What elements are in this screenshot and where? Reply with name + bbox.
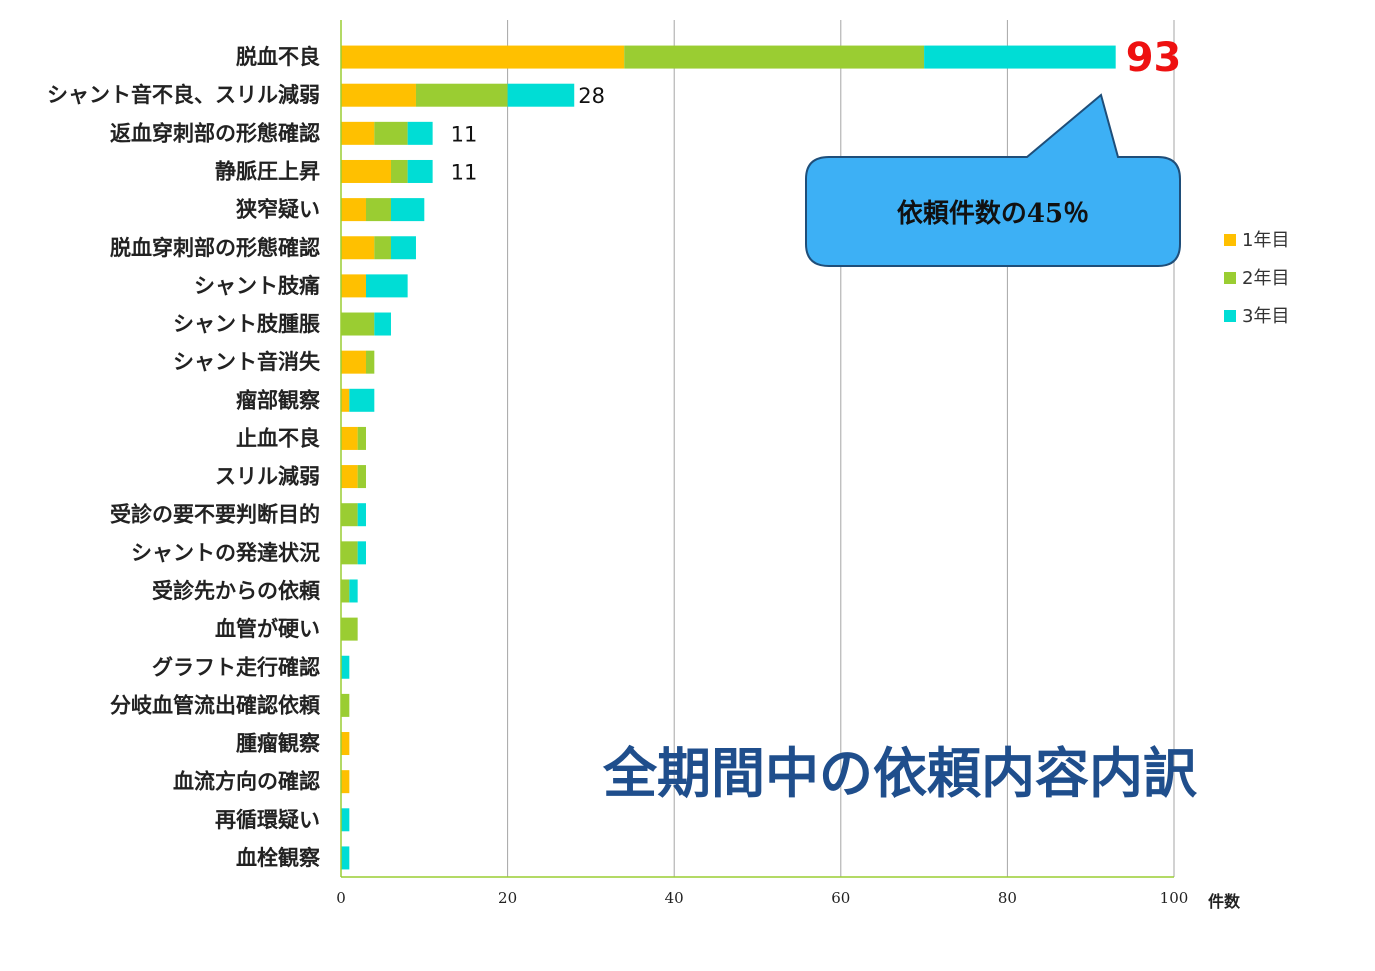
category-label: 脱血不良 xyxy=(236,44,320,69)
bar-segment xyxy=(390,236,416,260)
x-tick-label: 80 xyxy=(998,889,1017,907)
bar-segment xyxy=(341,198,366,222)
bar-segment xyxy=(341,388,350,412)
category-label: シャントの発達状況 xyxy=(131,540,320,565)
legend: 1年目 2年目 3年目 xyxy=(1224,230,1289,327)
bar-segment xyxy=(341,693,350,717)
chart-title: 全期間中の依頼内容内訳 xyxy=(602,741,1198,805)
category-label: スリル減弱 xyxy=(215,464,320,489)
bar-segment xyxy=(407,121,433,145)
category-label: 止血不良 xyxy=(236,425,320,450)
bar-segment xyxy=(357,426,366,450)
bar-segment xyxy=(341,83,416,107)
category-label: 脱血穿刺部の形態確認 xyxy=(110,235,320,260)
bar-segment xyxy=(341,159,391,183)
bar-segment xyxy=(349,388,375,412)
x-tick-label: 100 xyxy=(1160,889,1189,907)
bar-segment xyxy=(374,312,391,336)
bar-segment xyxy=(365,350,375,374)
x-tick-label: 20 xyxy=(498,889,517,907)
category-label: 返血穿刺部の形態確認 xyxy=(110,120,320,145)
category-labels: 脱血不良シャント音不良、スリル減弱返血穿刺部の形態確認静脈圧上昇狭窄疑い脱血穿刺… xyxy=(47,44,321,870)
bar-segment xyxy=(341,617,358,641)
category-label: 分岐血管流出確認依頼 xyxy=(110,692,321,717)
category-label: 腫瘤観察 xyxy=(236,731,321,756)
bar-segment xyxy=(924,45,1116,69)
data-labels: 93 28 11 11 xyxy=(451,35,1182,184)
bar-segment xyxy=(341,350,366,374)
bar-segment xyxy=(341,541,358,565)
legend-swatch xyxy=(1224,310,1236,322)
bar-segment xyxy=(357,465,366,489)
bar-segment xyxy=(624,45,925,69)
callout: 依頼件数の45％ xyxy=(805,93,1181,267)
bar-segment xyxy=(341,121,375,145)
bar-segment xyxy=(341,579,350,603)
bar-segment xyxy=(415,83,508,107)
bar-segment xyxy=(365,274,408,298)
x-tick-label: 40 xyxy=(665,889,684,907)
category-label: 受診の要不要判断目的 xyxy=(110,502,320,527)
legend-label: 2年目 xyxy=(1242,268,1289,289)
bar-segment xyxy=(365,198,391,222)
x-tick-label: 0 xyxy=(336,889,346,907)
bar-segment xyxy=(341,808,350,832)
bar-segment xyxy=(341,846,350,870)
bar-segment xyxy=(341,236,375,260)
category-label: シャント音消失 xyxy=(173,349,321,374)
bar-segment xyxy=(374,236,391,260)
category-label: 血管が硬い xyxy=(215,616,320,641)
bar-segment xyxy=(341,45,625,69)
bar-segment xyxy=(349,579,358,603)
category-label: グラフト走行確認 xyxy=(152,654,320,679)
category-label: 瘤部観察 xyxy=(236,387,321,412)
category-label: シャント肢腫脹 xyxy=(173,311,320,336)
bar-segment xyxy=(507,83,575,107)
bar-segment xyxy=(341,426,358,450)
category-label: 狭窄疑い xyxy=(235,197,320,222)
legend-swatch xyxy=(1224,234,1236,246)
x-tick-labels: 0 20 40 60 80 100 xyxy=(336,889,1188,907)
x-axis-label: 件数 xyxy=(1208,892,1241,911)
bar-segment xyxy=(341,655,350,679)
bar-segment xyxy=(407,159,433,183)
category-label: 血流方向の確認 xyxy=(173,769,320,794)
bar-segment xyxy=(341,274,366,298)
bar-segment xyxy=(341,732,350,756)
data-label: 28 xyxy=(578,84,605,108)
data-label: 11 xyxy=(451,160,478,184)
category-label: 静脈圧上昇 xyxy=(215,158,320,183)
category-label: 血栓観察 xyxy=(236,845,321,870)
bar-segment xyxy=(341,465,358,489)
category-label: 受診先からの依頼 xyxy=(152,578,321,603)
category-label: シャント肢痛 xyxy=(194,273,320,298)
bar-segment xyxy=(390,198,425,222)
bar-segment xyxy=(341,503,358,527)
bar-segment xyxy=(357,541,366,565)
category-label: 再循環疑い xyxy=(215,807,320,832)
callout-text: 依頼件数の45％ xyxy=(897,199,1089,229)
bar-segment xyxy=(374,121,408,145)
bar-segment xyxy=(341,770,350,794)
axes xyxy=(340,20,1174,878)
bars xyxy=(341,45,1116,870)
data-label: 11 xyxy=(451,122,478,146)
bar-segment xyxy=(357,503,366,527)
legend-label: 3年目 xyxy=(1242,306,1289,327)
data-label: 93 xyxy=(1126,35,1182,81)
bar-segment xyxy=(390,159,408,183)
legend-label: 1年目 xyxy=(1242,230,1289,251)
x-tick-label: 60 xyxy=(831,889,850,907)
bar-segment xyxy=(341,312,375,336)
category-label: シャント音不良、スリル減弱 xyxy=(47,82,320,107)
callout-bubble xyxy=(805,93,1181,267)
legend-swatch xyxy=(1224,272,1236,284)
